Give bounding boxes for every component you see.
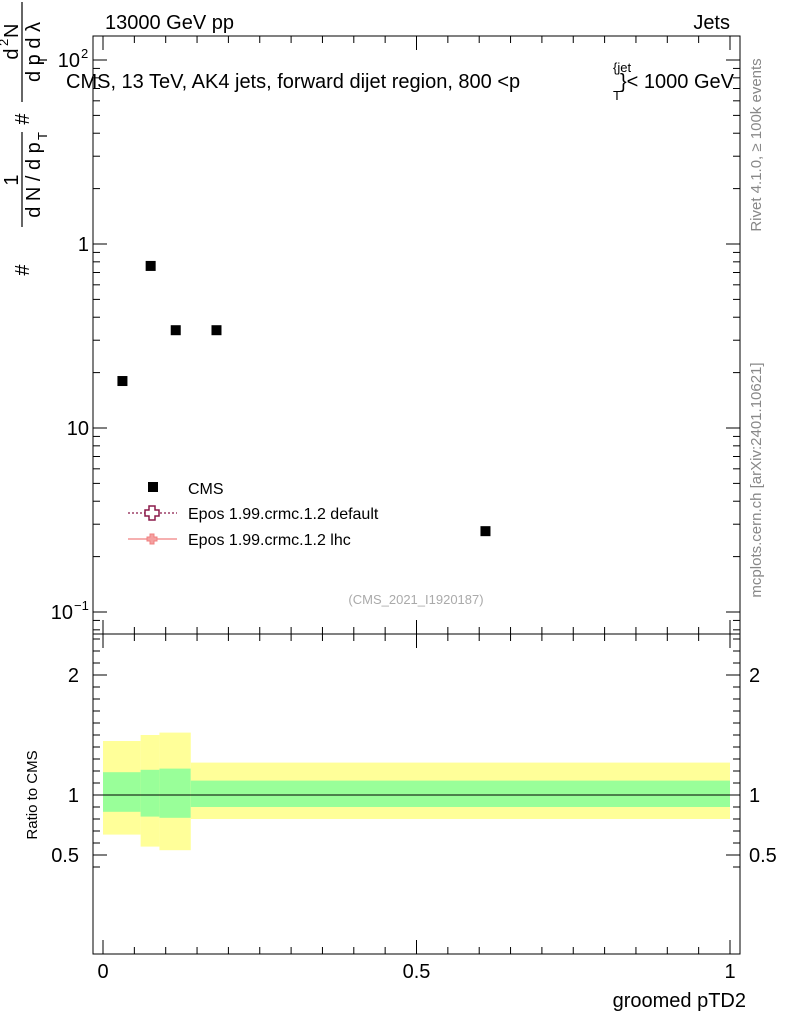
y-label-dn-dpt: d N / d p (23, 142, 45, 218)
ratio-y-tick-label-left: 2 (68, 665, 79, 687)
chart-title-sub: T (613, 88, 621, 103)
x-tick-label: 0 (97, 961, 108, 983)
legend-marker-epos-lhc (146, 533, 158, 545)
chart-watermark: (CMS_2021_I1920187) (348, 592, 483, 607)
ratio-inner-band (140, 769, 160, 817)
cms-data-point (480, 526, 491, 537)
chart-title: CMS, 13 TeV, AK4 jets, forward dijet reg… (66, 71, 520, 93)
x-tick-label: 0.5 (403, 961, 431, 983)
rivet-label: Rivet 4.1.0, ≥ 100k events (748, 58, 765, 231)
ratio-panel: 0.5 0.5 1 1 2 2 0 0.5 1 Ratio to CMS groomed pTD… (24, 633, 777, 1012)
legend-marker-epos-default (144, 505, 160, 521)
legend-item-epos-lhc: Epos 1.99.crmc.1.2 lhc (128, 532, 351, 549)
y-label-hash-mid: # (12, 113, 34, 125)
y-label-hash-left: # (12, 264, 34, 276)
mcplots-label: mcplots.cern.ch [arXiv:2401.10621] (748, 362, 765, 597)
ratio-y-tick-label-left: 1 (68, 785, 79, 807)
ratio-axis-ticks: 0.5 0.5 1 1 2 2 0 0.5 1 (51, 634, 777, 983)
legend-label-epos-default: Epos 1.99.crmc.1.2 default (188, 506, 379, 523)
y-label-dpt-dlambda: d p d λ (23, 22, 45, 82)
legend-item-epos-default: Epos 1.99.crmc.1.2 default (128, 505, 379, 523)
y-label-t-sub-1: T (35, 132, 50, 140)
chart-title-sup: {jet (613, 60, 631, 75)
main-y-axis-label: # 1 d N / d p T # d 2 N d p d λ T (0, 2, 50, 276)
y-label-one: 1 (1, 174, 23, 185)
cms-data-point (145, 260, 156, 271)
x-axis-label: groomed pTD2 (613, 990, 746, 1012)
main-y-tick-label: 10 (67, 418, 89, 440)
cms-data-point (170, 325, 181, 336)
y-label-d2n: d (1, 48, 23, 59)
ratio-inner-band (159, 768, 191, 818)
main-y-tick-exponent: 2 (81, 46, 88, 61)
ratio-inner-band (103, 772, 141, 812)
ratio-inner-band (190, 780, 730, 807)
legend: CMS Epos 1.99.crmc.1.2 default Epos 1.99… (128, 481, 379, 549)
category-label: Jets (693, 12, 730, 34)
y-label-d2n-n: N (1, 24, 23, 38)
cms-data-point (117, 376, 128, 387)
chart-title-tail: }< 1000 GeV (620, 71, 735, 93)
legend-label-epos-lhc: Epos 1.99.crmc.1.2 lhc (188, 532, 351, 549)
legend-marker-cms (148, 482, 158, 492)
ratio-y-tick-label-left: 0.5 (51, 845, 79, 867)
chart-title-main: CMS, 13 TeV, AK4 jets, forward dijet reg… (66, 71, 520, 93)
legend-item-cms: CMS (148, 481, 224, 498)
ratio-frame (92, 633, 741, 955)
energy-label: 13000 GeV pp (105, 12, 234, 34)
x-tick-label: 1 (724, 961, 735, 983)
main-y-tick-exponent: −1 (74, 598, 89, 613)
main-y-tick-label: 10 (58, 50, 80, 72)
ratio-y-tick-label-right: 0.5 (749, 845, 777, 867)
legend-label-cms: CMS (188, 481, 224, 498)
main-y-tick-label: 1 (78, 234, 89, 256)
main-y-tick-label: 10 (51, 602, 73, 624)
cms-data-points (117, 260, 491, 537)
ratio-y-axis-label: Ratio to CMS (24, 750, 41, 839)
cms-data-point (211, 325, 222, 336)
ratio-y-tick-label-right: 1 (749, 785, 760, 807)
ratio-uncertainty-bands (103, 732, 730, 851)
y-label-d2n-sup: 2 (0, 39, 11, 46)
ratio-y-tick-label-right: 2 (749, 665, 760, 687)
y-label-t-sub-2: T (35, 56, 50, 64)
